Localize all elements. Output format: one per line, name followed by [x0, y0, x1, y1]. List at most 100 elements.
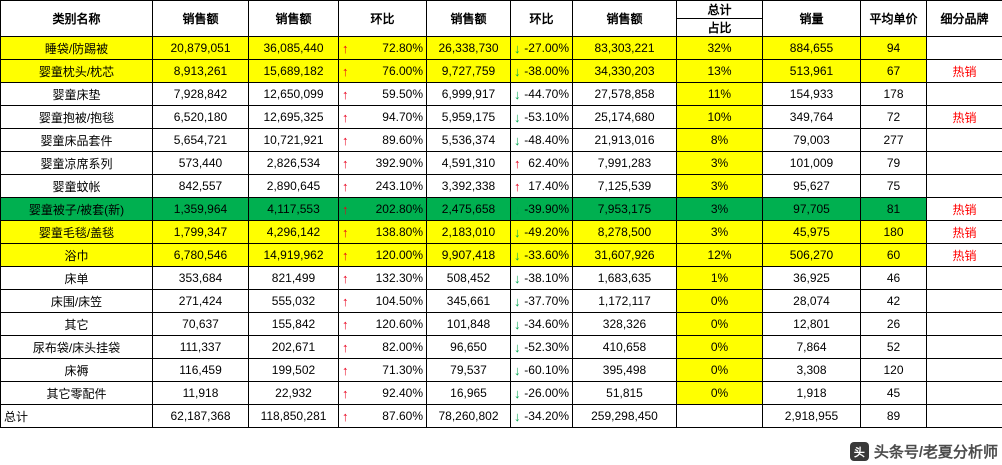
sales-total-cell[interactable]: 328,326 — [572, 312, 677, 336]
mom2-cell[interactable]: ↓ -49.20% — [510, 220, 573, 244]
sales-total-cell[interactable]: 7,953,175 — [572, 197, 677, 221]
volume-cell[interactable]: 97,705 — [762, 197, 861, 221]
sales-period2-cell[interactable]: 10,721,921 — [248, 128, 339, 152]
sales-period3-cell[interactable]: 2,183,010 — [426, 220, 511, 244]
volume-cell[interactable]: 28,074 — [762, 289, 861, 313]
sales-total-cell[interactable]: 410,658 — [572, 335, 677, 359]
sales-period1-cell[interactable]: 116,459 — [152, 358, 249, 382]
share-cell[interactable]: 10% — [676, 105, 763, 129]
segment-cell[interactable] — [926, 289, 1002, 313]
mom2-cell[interactable]: ↓ -60.10% — [510, 358, 573, 382]
sales-total-cell[interactable]: 25,174,680 — [572, 105, 677, 129]
hot-sale-badge[interactable]: 热销 — [926, 105, 1002, 129]
sales-period2-cell[interactable]: 2,890,645 — [248, 174, 339, 198]
mom2-cell[interactable]: ↓ -39.90% — [510, 197, 573, 221]
sales-total-cell[interactable]: 395,498 — [572, 358, 677, 382]
sales-period3-cell[interactable]: 9,727,759 — [426, 59, 511, 83]
mom2-cell[interactable]: ↓ -44.70% — [510, 82, 573, 106]
header-sales-period2[interactable]: 销售额 — [248, 0, 339, 37]
sales-period2-cell[interactable]: 118,850,281 — [248, 404, 339, 428]
hot-sale-badge[interactable]: 热销 — [926, 243, 1002, 267]
avg-price-cell[interactable]: 60 — [860, 243, 927, 267]
share-cell[interactable]: 0% — [676, 358, 763, 382]
mom2-cell[interactable]: ↓ -34.60% — [510, 312, 573, 336]
sales-total-cell[interactable]: 259,298,450 — [572, 404, 677, 428]
sales-period3-cell[interactable]: 345,661 — [426, 289, 511, 313]
sales-period1-cell[interactable]: 1,799,347 — [152, 220, 249, 244]
header-total[interactable]: 总计 — [676, 0, 763, 19]
mom1-cell[interactable]: ↑ 392.90% — [338, 151, 427, 175]
sales-period2-cell[interactable]: 555,032 — [248, 289, 339, 313]
avg-price-cell[interactable]: 178 — [860, 82, 927, 106]
volume-cell[interactable]: 12,801 — [762, 312, 861, 336]
sales-period3-cell[interactable]: 9,907,418 — [426, 243, 511, 267]
mom1-cell[interactable]: ↑ 59.50% — [338, 82, 427, 106]
sales-period2-cell[interactable]: 14,919,962 — [248, 243, 339, 267]
mom2-cell[interactable]: ↓ -53.10% — [510, 105, 573, 129]
category-cell[interactable]: 床单 — [0, 266, 153, 290]
volume-cell[interactable]: 884,655 — [762, 36, 861, 60]
volume-cell[interactable]: 154,933 — [762, 82, 861, 106]
volume-cell[interactable]: 349,764 — [762, 105, 861, 129]
sales-period2-cell[interactable]: 2,826,534 — [248, 151, 339, 175]
volume-cell[interactable]: 7,864 — [762, 335, 861, 359]
avg-price-cell[interactable]: 79 — [860, 151, 927, 175]
share-cell[interactable]: 0% — [676, 312, 763, 336]
category-cell[interactable]: 床褥 — [0, 358, 153, 382]
mom1-cell[interactable]: ↑ 243.10% — [338, 174, 427, 198]
header-sales-period3[interactable]: 销售额 — [426, 0, 511, 37]
hot-sale-badge[interactable]: 热销 — [926, 220, 1002, 244]
mom2-cell[interactable]: ↓ -52.30% — [510, 335, 573, 359]
sales-period3-cell[interactable]: 78,260,802 — [426, 404, 511, 428]
sales-period1-cell[interactable]: 271,424 — [152, 289, 249, 313]
segment-cell[interactable] — [926, 358, 1002, 382]
avg-price-cell[interactable]: 52 — [860, 335, 927, 359]
segment-cell[interactable] — [926, 82, 1002, 106]
sales-period2-cell[interactable]: 821,499 — [248, 266, 339, 290]
volume-cell[interactable]: 95,627 — [762, 174, 861, 198]
share-cell[interactable]: 12% — [676, 243, 763, 267]
volume-cell[interactable]: 45,975 — [762, 220, 861, 244]
category-cell[interactable]: 婴童床品套件 — [0, 128, 153, 152]
sales-period3-cell[interactable]: 6,999,917 — [426, 82, 511, 106]
mom1-cell[interactable]: ↑ 104.50% — [338, 289, 427, 313]
mom1-cell[interactable]: ↑ 71.30% — [338, 358, 427, 382]
mom1-cell[interactable]: ↑ 72.80% — [338, 36, 427, 60]
segment-cell[interactable] — [926, 312, 1002, 336]
sales-total-cell[interactable]: 1,172,117 — [572, 289, 677, 313]
sales-period1-cell[interactable]: 6,520,180 — [152, 105, 249, 129]
mom2-cell[interactable]: ↑ 17.40% — [510, 174, 573, 198]
segment-cell[interactable] — [926, 174, 1002, 198]
segment-cell[interactable] — [926, 36, 1002, 60]
volume-cell[interactable]: 36,925 — [762, 266, 861, 290]
sales-period1-cell[interactable]: 70,637 — [152, 312, 249, 336]
sales-period1-cell[interactable]: 7,928,842 — [152, 82, 249, 106]
sales-period2-cell[interactable]: 4,296,142 — [248, 220, 339, 244]
share-cell[interactable]: 0% — [676, 335, 763, 359]
sales-period3-cell[interactable]: 3,392,338 — [426, 174, 511, 198]
mom2-cell[interactable]: ↓ -27.00% — [510, 36, 573, 60]
mom1-cell[interactable]: ↑ 92.40% — [338, 381, 427, 405]
category-cell[interactable]: 其它 — [0, 312, 153, 336]
share-cell[interactable]: 8% — [676, 128, 763, 152]
sales-period2-cell[interactable]: 36,085,440 — [248, 36, 339, 60]
header-avg-price[interactable]: 平均单价 — [860, 0, 927, 37]
sales-period3-cell[interactable]: 4,591,310 — [426, 151, 511, 175]
mom1-cell[interactable]: ↑ 87.60% — [338, 404, 427, 428]
sales-period1-cell[interactable]: 11,918 — [152, 381, 249, 405]
share-cell[interactable]: 3% — [676, 197, 763, 221]
volume-cell[interactable]: 101,009 — [762, 151, 861, 175]
sales-total-cell[interactable]: 27,578,858 — [572, 82, 677, 106]
mom1-cell[interactable]: ↑ 132.30% — [338, 266, 427, 290]
sales-period3-cell[interactable]: 5,536,374 — [426, 128, 511, 152]
sales-period2-cell[interactable]: 12,695,325 — [248, 105, 339, 129]
mom1-cell[interactable]: ↑ 89.60% — [338, 128, 427, 152]
share-cell[interactable]: 32% — [676, 36, 763, 60]
hot-sale-badge[interactable]: 热销 — [926, 59, 1002, 83]
share-cell[interactable] — [676, 404, 763, 428]
segment-cell[interactable] — [926, 335, 1002, 359]
sales-period3-cell[interactable]: 26,338,730 — [426, 36, 511, 60]
category-cell[interactable]: 床围/床笠 — [0, 289, 153, 313]
mom1-cell[interactable]: ↑ 138.80% — [338, 220, 427, 244]
header-sales-period1[interactable]: 销售额 — [152, 0, 249, 37]
